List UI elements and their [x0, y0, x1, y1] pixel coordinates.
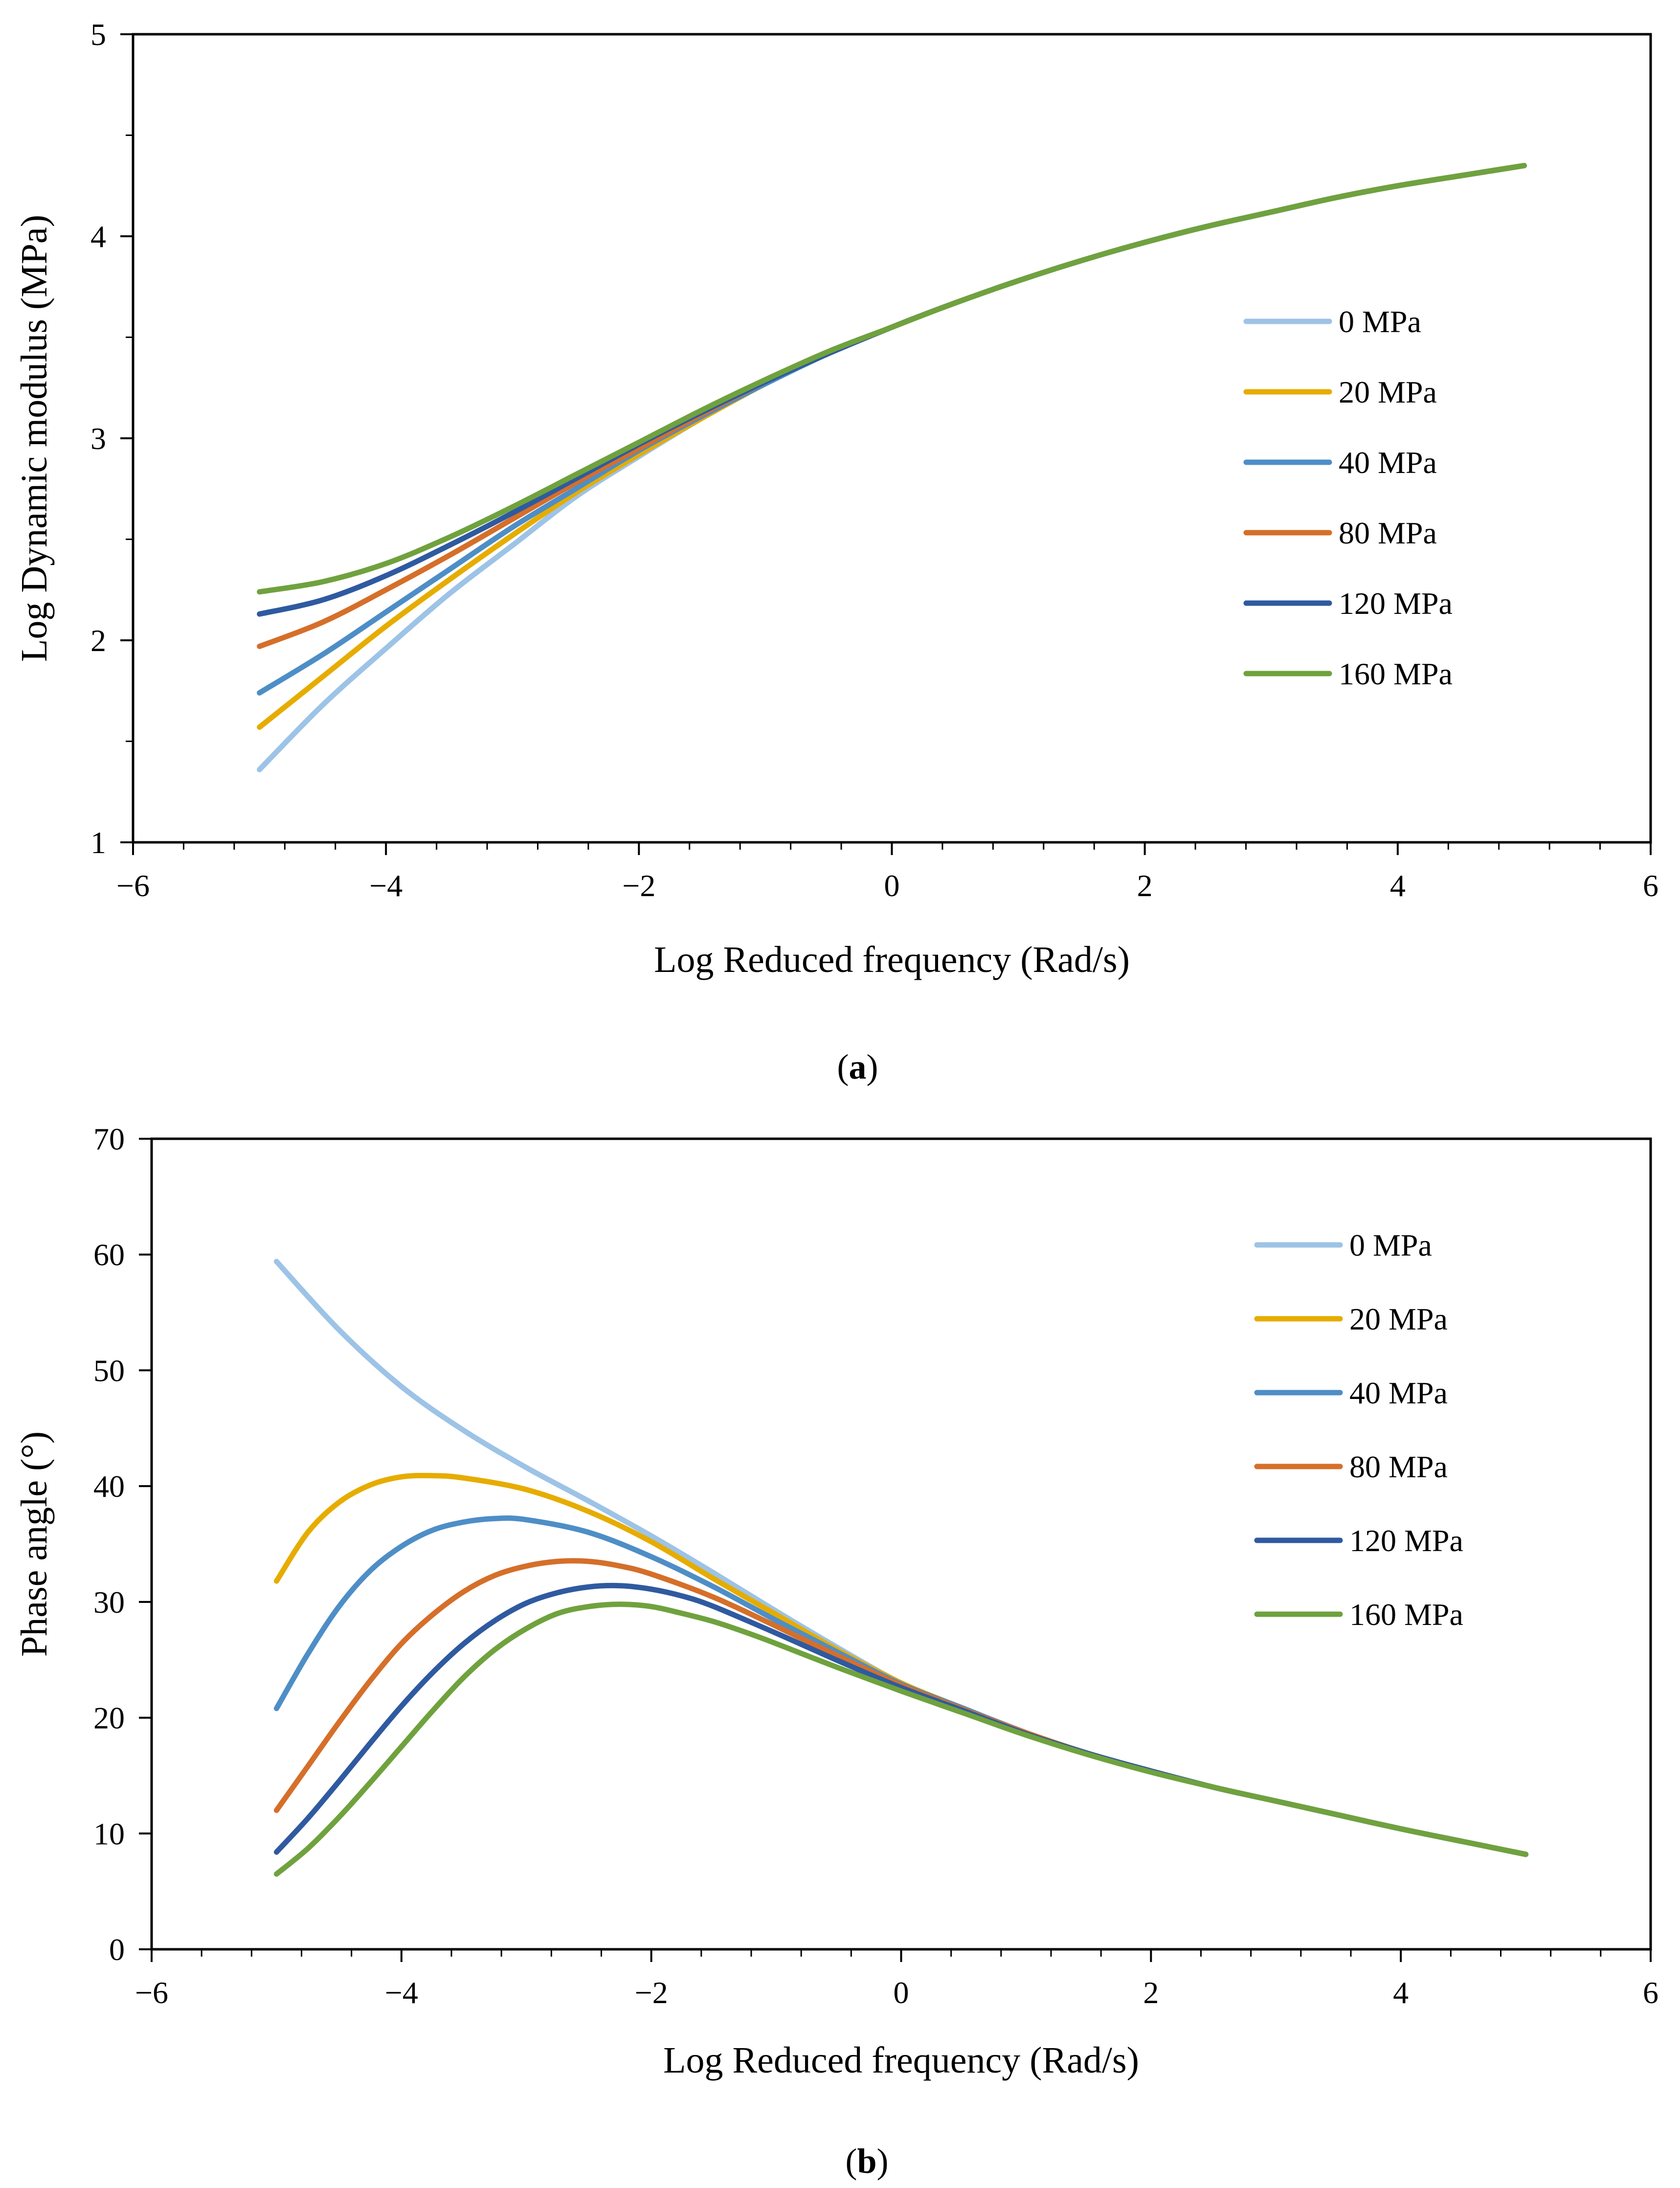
legend-label: 0 MPa [1349, 1228, 1432, 1263]
y-tick-label: 3 [90, 421, 106, 456]
series-line-0-mpa [257, 163, 1527, 772]
series-line-80-mpa [273, 1558, 1529, 1857]
series-line-40-mpa [257, 163, 1527, 696]
y-tick-label: 5 [90, 17, 106, 52]
legend-label: 40 MPa [1339, 445, 1437, 480]
x-tick-label: 4 [1390, 868, 1406, 903]
legend-label: 80 MPa [1339, 516, 1437, 550]
y-tick-label: 4 [90, 219, 106, 254]
legend-label: 120 MPa [1349, 1523, 1463, 1558]
legend: 0 MPa 20 MPa 40 MPa 80 MPa 120 MPa 160 MPa [1254, 1228, 1463, 1632]
legend-label: 20 MPa [1339, 375, 1437, 409]
caption: (b) [845, 2142, 888, 2181]
series-line-80-mpa [257, 163, 1527, 649]
y-tick-label: 30 [93, 1585, 125, 1620]
y-axis-title: Log Dynamic modulus (MPa) [14, 215, 55, 662]
y-tick-label: 40 [93, 1469, 125, 1504]
x-axis-title: Log Reduced frequency (Rad/s) [654, 939, 1130, 980]
caption: (a) [837, 1047, 878, 1086]
y-tick-label: 60 [93, 1238, 125, 1272]
legend-label: 40 MPa [1349, 1376, 1448, 1410]
chart-a: −6 −4 −2 0 2 4 6 1 2 3 4 5 Log Reduced frequency (Ra… [14, 17, 1658, 1086]
series-line-120-mpa [257, 163, 1527, 617]
x-tick-label: −6 [135, 1975, 168, 2010]
legend-label: 80 MPa [1349, 1449, 1448, 1484]
series-line-20-mpa [257, 163, 1527, 730]
series-line-160-mpa [257, 163, 1527, 595]
series-line-0-mpa [273, 1259, 1529, 1857]
series-line-20-mpa [273, 1473, 1529, 1857]
x-tick-label: −2 [635, 1975, 668, 2010]
x-tick-label: 4 [1393, 1975, 1409, 2010]
y-tick-label: 50 [93, 1353, 125, 1388]
x-axis-title: Log Reduced frequency (Rad/s) [663, 2040, 1139, 2081]
y-tick-label: 0 [109, 1932, 125, 1967]
x-tick-label: −2 [622, 868, 655, 903]
plot-frame [132, 33, 1652, 844]
legend-label: 160 MPa [1339, 656, 1453, 691]
x-tick-label: 0 [884, 868, 900, 903]
x-tick-label: 2 [1137, 868, 1153, 903]
legend: 0 MPa 20 MPa 40 MPa 80 MPa 120 MPa 160 MPa [1243, 304, 1453, 691]
legend-label: 0 MPa [1339, 304, 1421, 339]
x-tick-label: 6 [1643, 868, 1658, 903]
y-tick-label: 20 [93, 1701, 125, 1736]
y-axis-title: Phase angle (°) [14, 1431, 55, 1657]
y-tick-label: 70 [93, 1122, 125, 1156]
x-tick-label: −4 [385, 1975, 418, 2010]
y-tick-label: 10 [93, 1816, 125, 1851]
x-tick-label: −6 [116, 868, 150, 903]
y-tick-label: 1 [90, 825, 106, 860]
x-tick-label: 6 [1643, 1975, 1658, 2010]
legend-label: 20 MPa [1349, 1302, 1448, 1336]
legend-label: 160 MPa [1349, 1597, 1463, 1632]
x-tick-label: 0 [894, 1975, 909, 2010]
legend-label: 120 MPa [1339, 586, 1453, 621]
x-tick-label: −4 [369, 868, 403, 903]
x-tick-label: 2 [1143, 1975, 1159, 2010]
y-tick-label: 2 [90, 623, 106, 658]
series-line-160-mpa [273, 1602, 1529, 1877]
